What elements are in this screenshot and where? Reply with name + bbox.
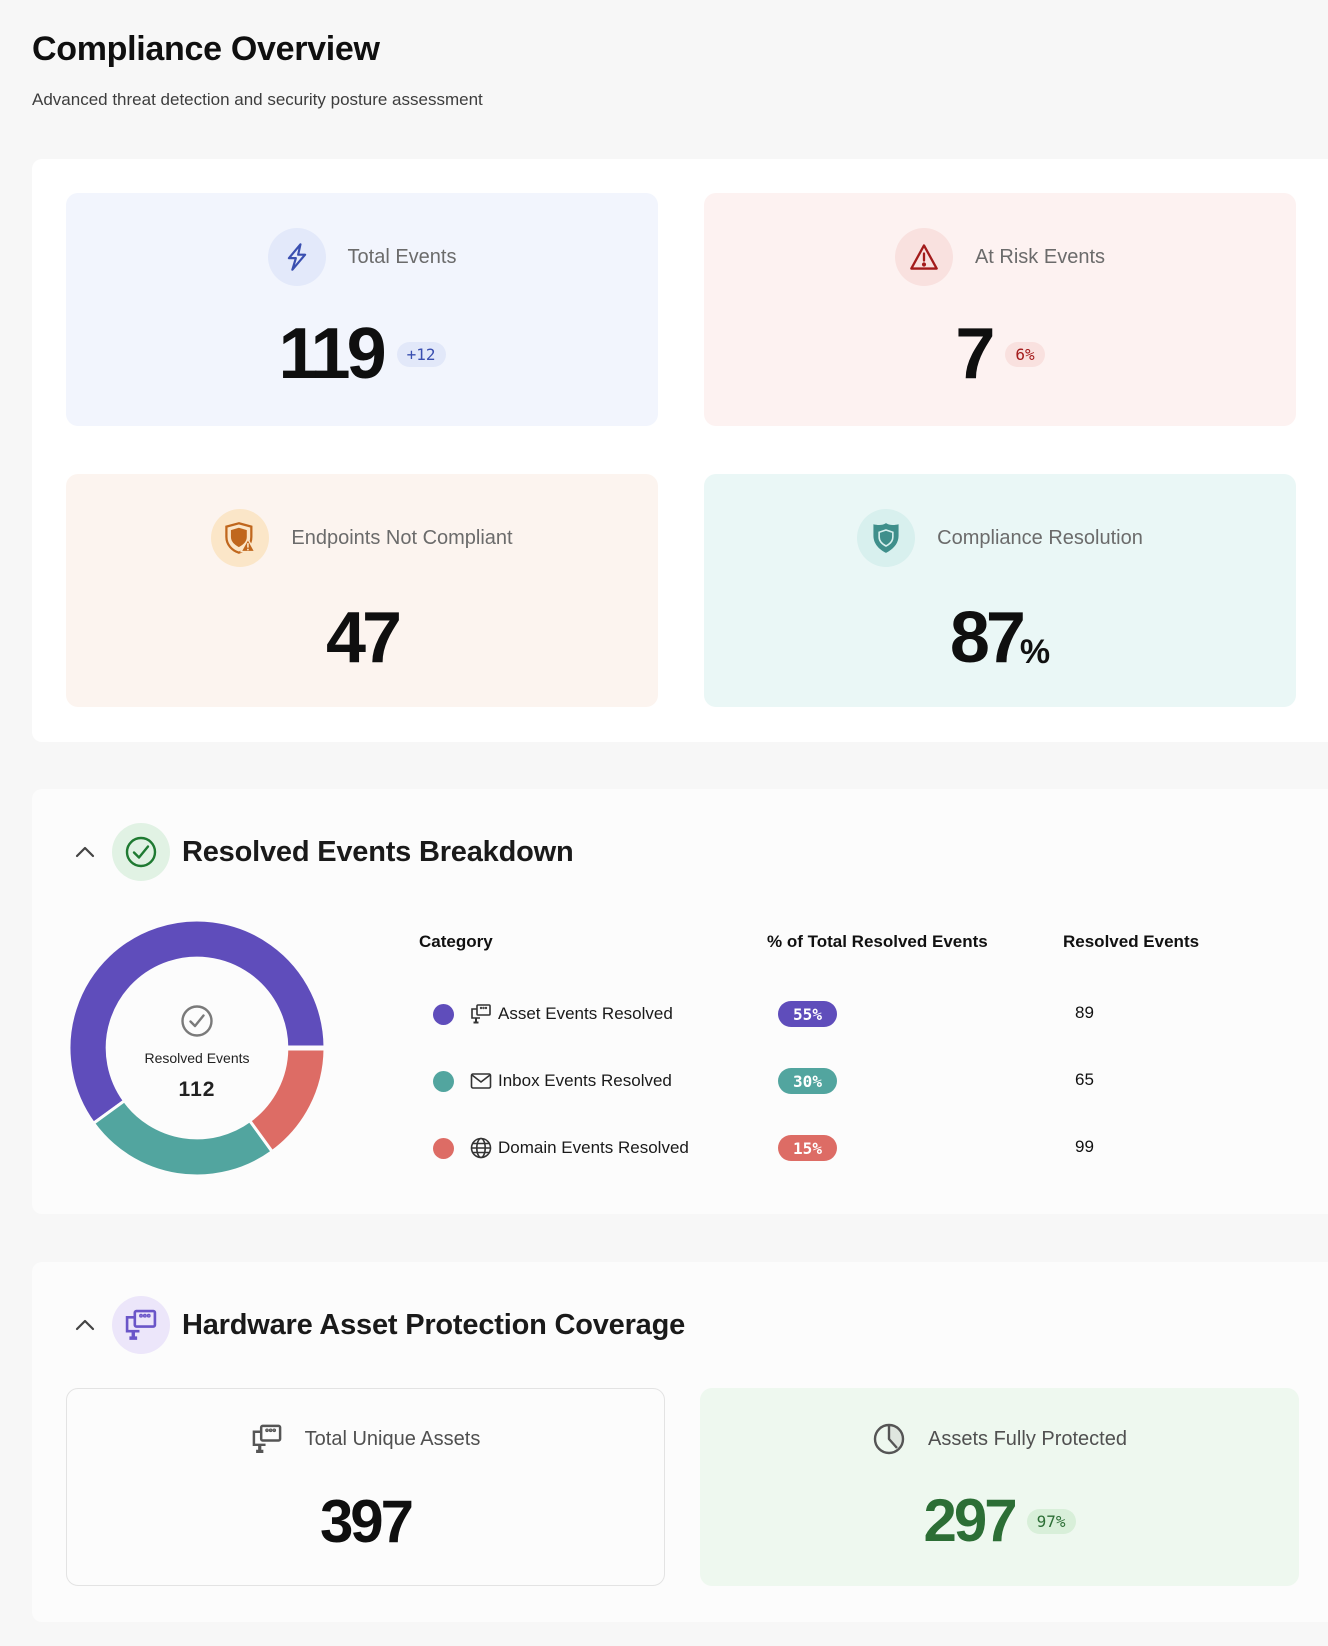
- kpi-card-at-risk-events: At Risk Events 7 6%: [704, 193, 1296, 426]
- monitor-icon: [112, 1296, 170, 1354]
- kpi-value: 47: [325, 598, 402, 678]
- category-label: Inbox Events Resolved: [498, 1071, 672, 1090]
- check-circle-icon: [112, 823, 170, 881]
- donut-center-value: 112: [178, 1078, 216, 1101]
- kpi-value: 7: [955, 314, 995, 394]
- resolved-donut-chart: Resolved Events 112: [67, 918, 327, 1178]
- pie-clock-icon: [873, 1423, 905, 1455]
- resolved-count: 89: [1075, 1003, 1094, 1022]
- collapse-chevron-up-icon[interactable]: [70, 1310, 100, 1340]
- donut-segment-domain: [247, 1047, 327, 1154]
- monitor-icon: [252, 1424, 281, 1453]
- kpi-card-endpoints-not-compliant: Endpoints Not Compliant 47: [66, 474, 658, 707]
- asset-label: Total Unique Assets: [304, 1427, 481, 1450]
- hardware-asset-panel: Hardware Asset Protection Coverage Total…: [32, 1262, 1328, 1622]
- column-header-count: Resolved Events: [1063, 932, 1200, 951]
- shield-icon: [857, 509, 916, 567]
- kpi-label: At Risk Events: [974, 245, 1106, 268]
- legend-dot: [433, 1004, 454, 1025]
- kpi-label: Compliance Resolution: [937, 526, 1143, 549]
- resolved-count: 99: [1075, 1137, 1094, 1156]
- kpi-card-compliance-resolution: Compliance Resolution 87 %: [704, 474, 1296, 707]
- asset-label: Assets Fully Protected: [928, 1427, 1127, 1450]
- section-title: Hardware Asset Protection Coverage: [182, 1308, 686, 1341]
- asset-card-total-unique: Total Unique Assets 397: [66, 1388, 665, 1586]
- kpi-panel: Total Events 119 +12 At Risk Events 7 6%…: [32, 159, 1328, 742]
- lightning-icon: [267, 228, 326, 286]
- section-title: Resolved Events Breakdown: [182, 835, 574, 868]
- asset-value: 297: [923, 1487, 1017, 1554]
- page-title: Compliance Overview: [32, 30, 380, 68]
- page-subtitle: Advanced threat detection and security p…: [32, 90, 483, 109]
- table-row: Domain Events Resolved 15% 99: [419, 1133, 1299, 1163]
- donut-segment-asset: [67, 918, 327, 1126]
- resolved-count: 65: [1075, 1070, 1094, 1089]
- table-row: Inbox Events Resolved 30% 65: [419, 1066, 1299, 1096]
- asset-value: 397: [319, 1488, 414, 1555]
- percent-badge: 97%: [1026, 1508, 1076, 1534]
- collapse-chevron-up-icon[interactable]: [70, 837, 100, 867]
- table-row: Asset Events Resolved 55% 89: [419, 999, 1299, 1029]
- category-label: Asset Events Resolved: [498, 1004, 673, 1023]
- donut-center-label: Resolved Events: [144, 1050, 250, 1066]
- legend-dot: [433, 1071, 454, 1092]
- shield-warning-icon: [211, 509, 270, 567]
- legend-dot: [433, 1138, 454, 1159]
- warning-triangle-icon: [894, 228, 953, 286]
- percent-suffix: %: [1019, 633, 1051, 671]
- percent-badge: 6%: [1005, 341, 1045, 367]
- resolved-events-panel: Resolved Events Breakdown Resolved Event…: [32, 789, 1328, 1214]
- category-label: Domain Events Resolved: [498, 1138, 689, 1157]
- column-header-percent: % of Total Resolved Events: [767, 932, 988, 951]
- monitor-icon: [471, 1004, 491, 1024]
- percent-pill: 30%: [778, 1068, 837, 1094]
- percent-pill: 15%: [778, 1135, 837, 1161]
- kpi-value: 119: [278, 314, 386, 394]
- kpi-label: Endpoints Not Compliant: [291, 526, 513, 549]
- mail-icon: [470, 1073, 492, 1089]
- kpi-label: Total Events: [347, 245, 457, 268]
- column-header-category: Category: [419, 932, 493, 951]
- kpi-value: 87: [949, 598, 1026, 678]
- percent-pill: 55%: [778, 1001, 837, 1027]
- asset-card-fully-protected: Assets Fully Protected 297 97%: [700, 1388, 1299, 1586]
- delta-badge: +12: [396, 341, 446, 367]
- kpi-card-total-events: Total Events 119 +12: [66, 193, 658, 426]
- check-circle-icon: [181, 1005, 213, 1037]
- globe-icon: [470, 1137, 492, 1159]
